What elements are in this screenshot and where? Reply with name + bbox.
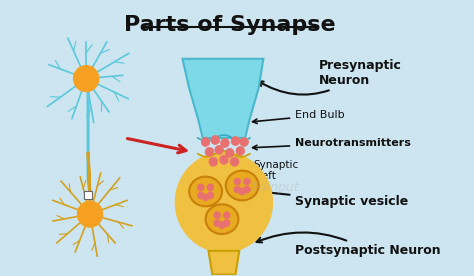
Text: Postsynaptic Neuron: Postsynaptic Neuron — [256, 232, 441, 257]
Circle shape — [209, 157, 218, 166]
Circle shape — [215, 145, 223, 154]
Ellipse shape — [226, 171, 259, 200]
Polygon shape — [182, 59, 264, 138]
Ellipse shape — [189, 177, 222, 206]
Polygon shape — [209, 251, 239, 275]
Ellipse shape — [206, 204, 238, 234]
Circle shape — [207, 192, 214, 199]
Text: End Bulb: End Bulb — [253, 110, 345, 123]
Circle shape — [239, 188, 246, 195]
Circle shape — [230, 157, 239, 166]
Circle shape — [197, 184, 204, 191]
Text: Edinput: Edinput — [252, 181, 300, 194]
Circle shape — [244, 186, 250, 193]
Text: Presynaptic
Neuron: Presynaptic Neuron — [258, 59, 402, 95]
Bar — [84, 192, 92, 199]
Text: Synaptic vesicle: Synaptic vesicle — [264, 190, 409, 208]
Circle shape — [219, 155, 228, 164]
Circle shape — [176, 153, 272, 252]
Circle shape — [223, 212, 230, 219]
Circle shape — [214, 220, 220, 227]
Circle shape — [202, 194, 209, 201]
Circle shape — [234, 178, 241, 185]
Circle shape — [223, 220, 230, 227]
Circle shape — [77, 201, 102, 227]
Text: Neurotransmitters: Neurotransmitters — [253, 138, 411, 150]
Circle shape — [231, 137, 240, 145]
Circle shape — [225, 148, 234, 157]
Circle shape — [197, 192, 204, 199]
Circle shape — [234, 186, 241, 193]
Circle shape — [220, 139, 229, 147]
Circle shape — [214, 212, 220, 219]
Circle shape — [219, 222, 225, 229]
Circle shape — [205, 147, 214, 156]
Text: Synaptic
cleft: Synaptic cleft — [254, 160, 299, 181]
Circle shape — [236, 146, 245, 155]
Circle shape — [240, 137, 248, 146]
Circle shape — [207, 184, 214, 191]
Circle shape — [201, 137, 210, 146]
Text: Parts of Synapse: Parts of Synapse — [124, 15, 336, 35]
Circle shape — [73, 66, 99, 91]
Circle shape — [211, 136, 219, 144]
Circle shape — [244, 178, 250, 185]
